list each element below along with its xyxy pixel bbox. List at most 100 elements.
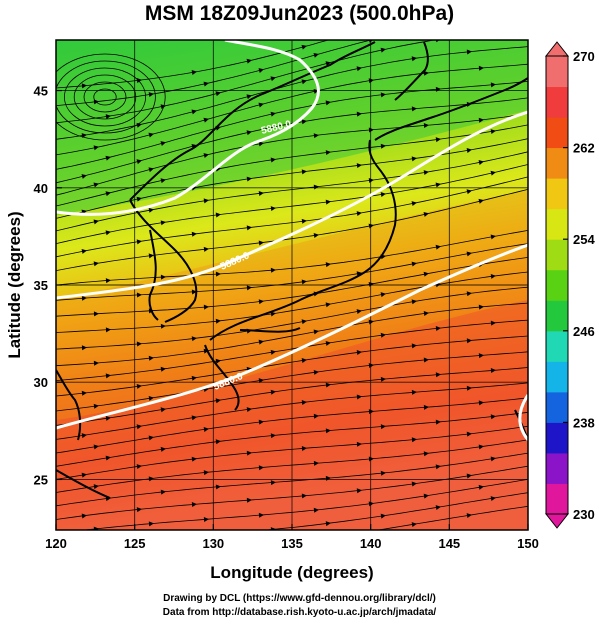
streamline-arrow [478, 304, 484, 310]
streamline-arrow [423, 70, 429, 76]
streamline-arrow [82, 558, 87, 563]
streamline-arrow [93, 444, 99, 450]
streamline-arrow [148, 435, 154, 441]
streamline-arrow [423, 212, 429, 217]
streamline-arrow [435, 505, 441, 511]
streamline-arrow [478, 353, 484, 359]
streamline-arrow [246, 285, 252, 291]
streamline-arrow [81, 295, 87, 301]
streamline-arrow [160, 366, 166, 372]
x-tick-label: 120 [45, 536, 67, 551]
x-tick-label: 145 [438, 536, 460, 551]
streamline-arrow [356, 163, 362, 169]
streamline-arrow [203, 153, 209, 158]
streamline-arrow [411, 156, 417, 162]
streamline-arrow [478, 160, 484, 165]
streamline-arrow [203, 198, 209, 204]
streamline-arrow [192, 549, 197, 554]
streamline-arrow [380, 376, 386, 382]
streamline-arrow [258, 68, 264, 73]
streamline-arrow [478, 484, 484, 490]
streamline-arrow [191, 502, 197, 508]
streamline-arrow [258, 465, 264, 471]
streamline-arrow [106, 540, 111, 545]
streamline-arrow [258, 190, 264, 196]
colorbar-segment [546, 147, 568, 179]
colorbar: 270 262 254 246 238 230 [544, 41, 595, 529]
x-tick-label: 130 [202, 536, 224, 551]
streamline-arrow [368, 281, 374, 287]
colorbar-tick-label: 270 [573, 49, 595, 64]
x-tick-label: 150 [517, 536, 539, 551]
streamline-arrow [203, 348, 209, 354]
streamline-arrow [412, 14, 418, 20]
plot-area: 5880.0 5880.0 5880.0 [56, 2, 528, 563]
streamline-arrow [105, 155, 111, 161]
streamline-arrow [81, 433, 87, 439]
streamline-arrow [93, 219, 99, 225]
streamline-arrow [301, 44, 307, 50]
streamline-arrow [435, 326, 441, 332]
colorbar-segment [546, 330, 568, 362]
streamline-arrow [258, 240, 264, 246]
contour-line-middle [56, 110, 528, 300]
streamline-arrow [313, 184, 319, 190]
streamline-arrow [215, 358, 221, 364]
streamline-arrow [191, 231, 197, 237]
streamline-arrow [466, 189, 472, 195]
streamline-arrow [148, 476, 154, 482]
streamline-arrow [148, 521, 154, 527]
streamline-arrow [325, 428, 331, 434]
streamline-arrow [301, 319, 307, 325]
contour-line-north [56, 40, 320, 216]
streamline-arrow [105, 230, 111, 236]
x-tick-label: 140 [360, 536, 382, 551]
streamline-arrow [368, 409, 374, 415]
x-axis-label: Longitude (degrees) [210, 563, 373, 582]
streamline-arrow [191, 289, 197, 295]
colorbar-segment [546, 86, 568, 118]
streamline-arrow [136, 239, 142, 245]
streamline-arrow [357, 530, 363, 536]
streamline-arrow [368, 319, 374, 325]
streamline-swirl [56, 53, 166, 141]
streamline-arrow [105, 327, 111, 333]
colorbar-segment [546, 178, 568, 210]
streamline-arrow [435, 182, 441, 188]
streamline-arrow [258, 419, 264, 425]
colorbar-frame [545, 55, 569, 515]
streamline-arrow [380, 92, 386, 98]
streamline-arrow [467, 2, 473, 8]
streamline-arrow [478, 444, 484, 450]
streamline-arrow [148, 132, 154, 138]
streamline-arrow [215, 271, 221, 277]
streamline-arrow [356, 394, 362, 400]
streamline-arrow [380, 332, 386, 338]
streamline-arrow [105, 373, 111, 379]
colorbar-segment [546, 483, 568, 515]
streamline-arrow [148, 395, 154, 401]
streamline-arrow [411, 481, 417, 487]
contour-lines [56, 40, 528, 441]
colorbar-min-arrow [544, 513, 570, 529]
streamline-arrow [270, 76, 276, 82]
streamline-arrow [136, 159, 142, 165]
streamline-arrow [148, 253, 154, 259]
streamline-arrow [258, 141, 264, 147]
streamline-arrow [313, 329, 319, 335]
streamline-arrow [313, 460, 319, 466]
grid-lines [56, 40, 528, 530]
streamline-arrow [325, 521, 331, 527]
streamline-arrow [246, 407, 252, 413]
colorbar-segment [546, 56, 568, 88]
streamline-arrow [105, 415, 111, 421]
streamline-arrow [368, 178, 374, 183]
streamline-arrow [136, 292, 142, 298]
streamline-arrow [203, 81, 209, 87]
streamline-arrow [490, 320, 496, 326]
streamline-arrow [368, 127, 374, 133]
streamline-arrow [270, 157, 276, 163]
streamline-arrow [301, 400, 307, 406]
streamline-arrow [160, 141, 166, 146]
streamline-arrow [356, 28, 362, 34]
